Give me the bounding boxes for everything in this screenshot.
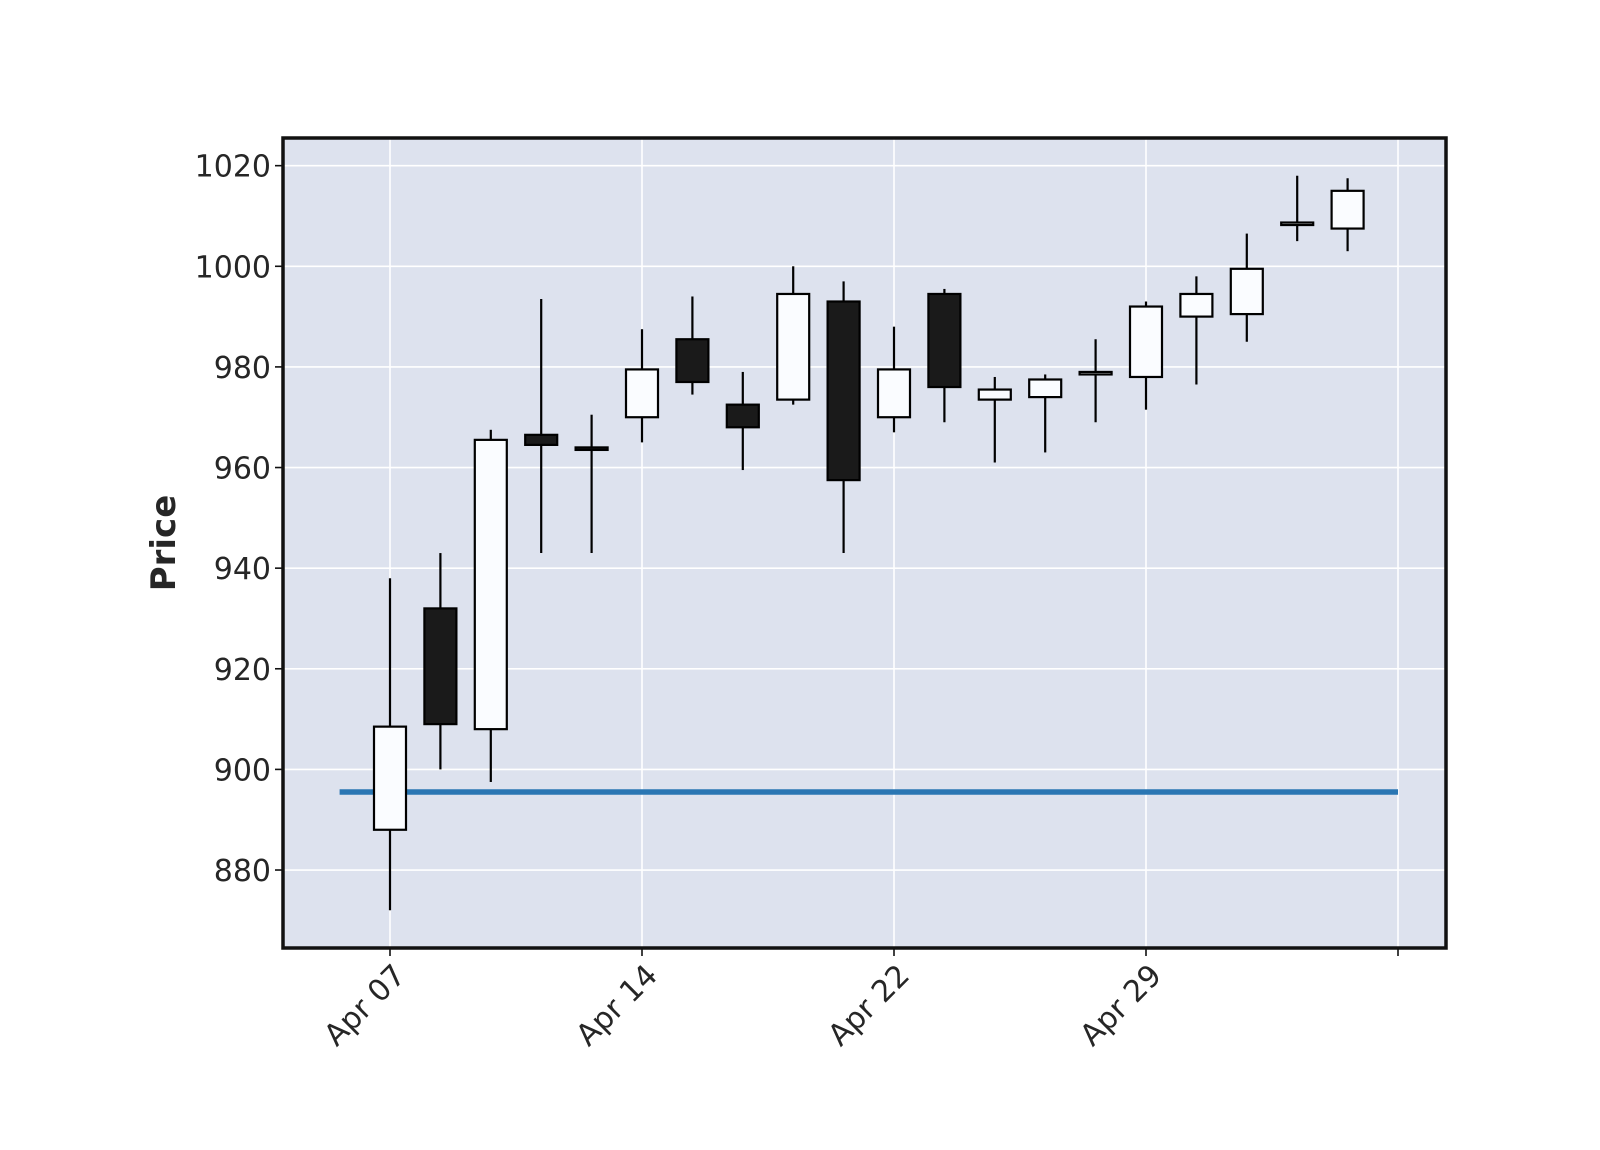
- candle-body-down: [826, 300, 861, 482]
- candle: [524, 298, 559, 554]
- candle: [1280, 175, 1315, 242]
- candle-body-down: [524, 433, 559, 446]
- candle-body-up: [1229, 267, 1264, 316]
- candle-body-down: [574, 446, 609, 452]
- candle: [927, 288, 962, 423]
- candle-body-up: [876, 368, 912, 419]
- y-axis-ticks: 880 900 920 940 960 980 1000 1020: [195, 150, 283, 889]
- x-tick-label: Apr 14: [570, 958, 665, 1053]
- candle: [675, 296, 710, 395]
- candle: [574, 414, 609, 554]
- candle-body-up: [372, 725, 408, 831]
- candle-body-up: [1078, 370, 1113, 376]
- x-tick-label: Apr 29: [1074, 958, 1169, 1053]
- candle-body-down: [927, 292, 962, 389]
- candle-body-up: [977, 388, 1012, 401]
- candle: [624, 329, 660, 443]
- candle: [1028, 374, 1063, 453]
- candle: [1179, 276, 1214, 385]
- y-tick-label: 1000: [195, 250, 271, 285]
- x-axis-ticks: Apr 07 Apr 14 Apr 22 Apr 29: [318, 948, 1399, 1053]
- candle: [473, 429, 508, 782]
- candle: [776, 266, 811, 405]
- y-tick-label: 940: [214, 552, 271, 587]
- y-axis-label: Price: [144, 495, 184, 592]
- plot-background: [283, 138, 1446, 948]
- y-tick-label: 880: [214, 854, 271, 889]
- candle: [1330, 178, 1365, 252]
- candle: [725, 371, 760, 471]
- candle-body-up: [1028, 378, 1063, 399]
- candles: [372, 175, 1365, 911]
- candle-body-up: [1128, 305, 1164, 379]
- candle: [977, 376, 1012, 463]
- x-tick-label: Apr 22: [822, 958, 917, 1053]
- candle: [876, 326, 912, 433]
- candle: [423, 553, 458, 770]
- candle-body-up: [1280, 221, 1315, 227]
- y-tick-label: 920: [214, 653, 271, 688]
- candle: [1128, 301, 1164, 410]
- candle-body-up: [776, 292, 811, 401]
- y-tick-label: 960: [214, 452, 271, 487]
- y-tick-label: 980: [214, 351, 271, 386]
- candle-body-down: [675, 338, 710, 384]
- y-tick-label: 900: [214, 753, 271, 788]
- candle-body-down: [725, 403, 760, 429]
- candle: [826, 281, 861, 554]
- candle: [372, 578, 408, 911]
- candle-body-down: [423, 607, 458, 726]
- y-tick-label: 1020: [195, 150, 271, 185]
- candle: [1078, 339, 1113, 423]
- candle-body-up: [1179, 292, 1214, 318]
- candle-body-up: [473, 438, 508, 731]
- plot-frame: [281, 136, 1448, 950]
- candle: [1229, 233, 1264, 342]
- candle-body-up: [624, 368, 660, 419]
- candle-body-up: [1330, 189, 1365, 230]
- x-tick-label: Apr 07: [318, 958, 413, 1053]
